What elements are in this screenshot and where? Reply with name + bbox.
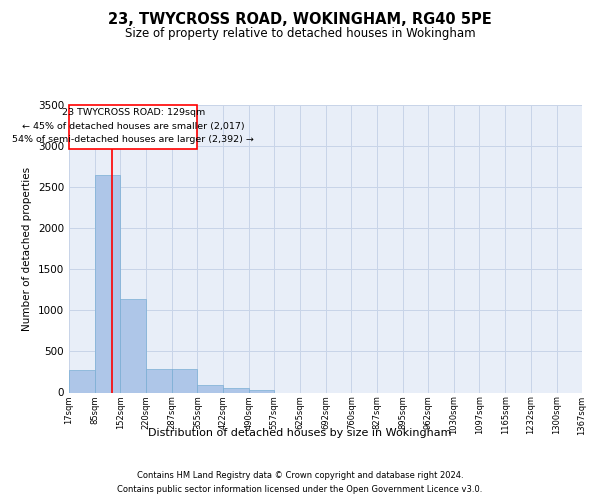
Bar xyxy=(197,385,223,392)
Text: 54% of semi-detached houses are larger (2,392) →: 54% of semi-detached houses are larger (… xyxy=(12,135,254,144)
Bar xyxy=(95,175,121,392)
Text: Distribution of detached houses by size in Wokingham: Distribution of detached houses by size … xyxy=(148,428,452,438)
Text: Size of property relative to detached houses in Wokingham: Size of property relative to detached ho… xyxy=(125,28,475,40)
Y-axis label: Number of detached properties: Number of detached properties xyxy=(22,166,32,331)
Text: 23 TWYCROSS ROAD: 129sqm: 23 TWYCROSS ROAD: 129sqm xyxy=(62,108,205,118)
Bar xyxy=(69,370,95,392)
Text: Contains public sector information licensed under the Open Government Licence v3: Contains public sector information licen… xyxy=(118,484,482,494)
Bar xyxy=(146,369,172,392)
Text: Contains HM Land Registry data © Crown copyright and database right 2024.: Contains HM Land Registry data © Crown c… xyxy=(137,472,463,480)
Bar xyxy=(223,388,249,392)
Bar xyxy=(249,390,274,392)
Bar xyxy=(120,299,146,392)
Text: 23, TWYCROSS ROAD, WOKINGHAM, RG40 5PE: 23, TWYCROSS ROAD, WOKINGHAM, RG40 5PE xyxy=(108,12,492,28)
Bar xyxy=(172,369,197,392)
Text: ← 45% of detached houses are smaller (2,017): ← 45% of detached houses are smaller (2,… xyxy=(22,122,245,130)
Bar xyxy=(69,105,197,150)
